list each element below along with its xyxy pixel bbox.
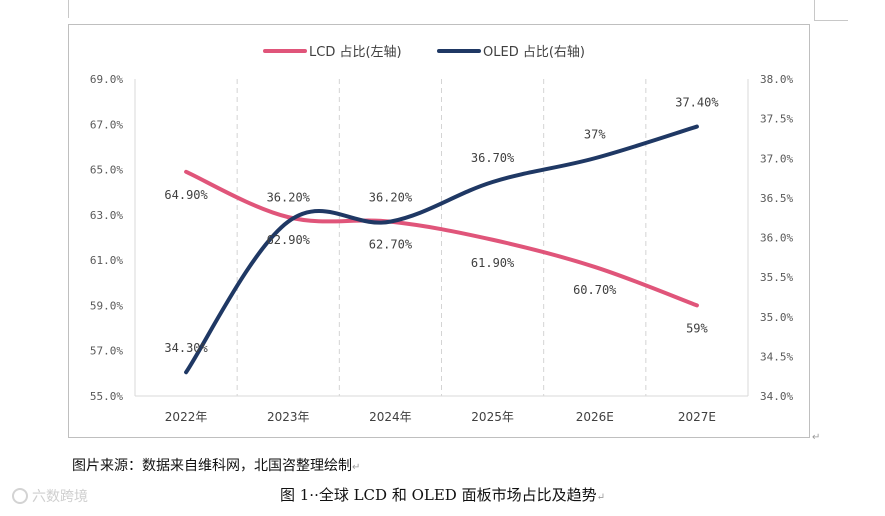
caption-text: 图片来源：数据来自维科网，北国咨整理绘制: [72, 458, 352, 474]
watermark-logo-icon: [12, 488, 28, 504]
oled-data-label: 36.70%: [471, 151, 515, 165]
right-tick-label: 35.0%: [760, 311, 793, 324]
left-tick-label: 57.0%: [90, 345, 123, 358]
right-tick-label: 35.5%: [760, 271, 793, 284]
page-corner-mark: [68, 0, 69, 18]
left-tick-label: 69.0%: [90, 73, 123, 86]
x-tick-label: 2026E: [576, 410, 614, 424]
right-tick-label: 37.0%: [760, 152, 793, 165]
left-tick-label: 55.0%: [90, 390, 123, 403]
right-tick-label: 36.0%: [760, 232, 793, 245]
x-tick-label: 2027E: [678, 410, 716, 424]
right-tick-label: 37.5%: [760, 113, 793, 126]
oled-data-label: 37%: [584, 127, 606, 141]
right-tick-label: 36.5%: [760, 192, 793, 205]
left-tick-label: 59.0%: [90, 299, 123, 312]
left-tick-label: 61.0%: [90, 254, 123, 267]
watermark: 六数跨境: [12, 486, 88, 506]
legend-label-oled: OLED 占比(右轴): [483, 45, 585, 60]
lcd-data-label: 60.70%: [573, 283, 617, 297]
right-tick-label: 34.0%: [760, 390, 793, 403]
x-tick-label: 2022年: [165, 410, 208, 424]
right-tick-label: 34.5%: [760, 350, 793, 363]
oled-data-label: 36.20%: [267, 191, 311, 205]
figure-source-caption: 图片来源：数据来自维科网，北国咨整理绘制↵: [72, 455, 360, 475]
left-tick-label: 65.0%: [90, 164, 123, 177]
figure-title: 图 1··全球 LCD 和 OLED 面板市场占比及趋势↵: [0, 484, 885, 505]
paragraph-mark: ↵: [812, 432, 821, 443]
x-tick-label: 2023年: [267, 410, 310, 424]
page-corner-mark: [814, 0, 848, 21]
oled-data-label: 36.20%: [369, 191, 413, 205]
lcd-series-line: [184, 169, 699, 308]
line-chart: 55.0% 57.0% 59.0% 61.0% 63.0% 65.0% 67.0% 69.0%…: [90, 45, 794, 424]
watermark-text: 六数跨境: [32, 489, 88, 505]
x-tick-label: 2025年: [471, 410, 514, 424]
oled-data-label: 37.40%: [675, 96, 719, 110]
lcd-data-label: 62.90%: [267, 233, 311, 247]
left-tick-label: 63.0%: [90, 209, 123, 222]
chart-frame: 55.0% 57.0% 59.0% 61.0% 63.0% 65.0% 67.0% 69.0%…: [68, 24, 810, 438]
lcd-data-label: 61.90%: [471, 256, 515, 270]
oled-data-label: 34.30%: [164, 341, 208, 355]
legend-label-lcd: LCD 占比(左轴): [309, 45, 402, 60]
left-tick-label: 67.0%: [90, 118, 123, 131]
oled-series-line: [184, 124, 699, 375]
lcd-data-label: 64.90%: [164, 188, 208, 202]
lcd-data-label: 62.70%: [369, 238, 413, 252]
paragraph-mark: ↵: [352, 462, 361, 473]
figure-title-text: 图 1··全球 LCD 和 OLED 面板市场占比及趋势: [279, 486, 597, 504]
right-tick-label: 38.0%: [760, 73, 793, 86]
lcd-data-label: 59%: [686, 321, 708, 335]
paragraph-mark: ↵: [596, 492, 605, 503]
x-tick-label: 2024年: [369, 410, 412, 424]
